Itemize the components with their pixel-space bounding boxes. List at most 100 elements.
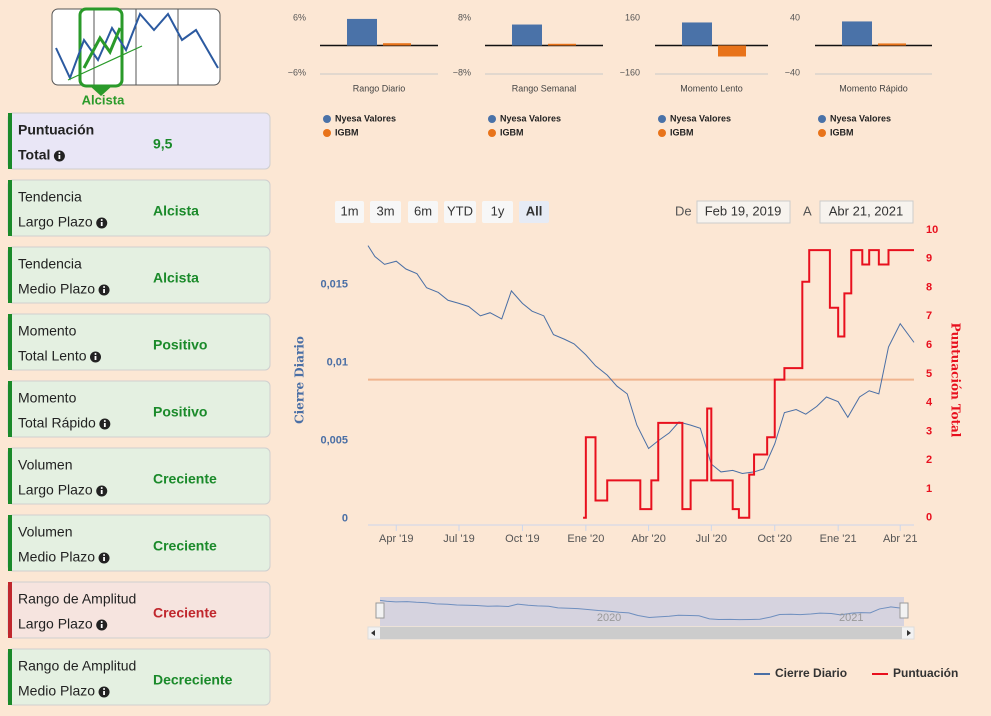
info-icon-stem — [100, 222, 103, 226]
card-value: Alcista — [153, 203, 199, 219]
y-tick-label: 8% — [458, 12, 471, 22]
y2-tick-label: 1 — [926, 483, 932, 495]
y-tick-label: 0,015 — [320, 279, 348, 291]
card-value: Decreciente — [153, 672, 233, 688]
x-tick-label: Oct '20 — [757, 533, 792, 545]
card-value: 9,5 — [153, 136, 173, 152]
range-button[interactable] — [519, 201, 549, 223]
y-tick-label: 0,01 — [327, 357, 348, 369]
date-from: Feb 19, 2019 — [705, 203, 782, 218]
card-label: Tendencia — [18, 189, 82, 205]
date-input[interactable] — [696, 200, 791, 224]
card-label: Tendencia — [18, 256, 82, 272]
card-label: Momento — [18, 323, 77, 339]
card-accent — [8, 649, 12, 705]
card-label: Rango de Amplitud — [18, 591, 136, 607]
range-button-label: 3m — [376, 203, 394, 218]
navigator-mask — [380, 597, 904, 626]
card-accent — [8, 180, 12, 236]
bar — [878, 43, 906, 46]
range-button[interactable] — [408, 201, 438, 223]
navigator-handle[interactable] — [899, 602, 909, 619]
navigator-handle[interactable] — [375, 602, 385, 619]
chart-title: Momento Lento — [680, 83, 743, 93]
series-line — [367, 245, 915, 475]
y-tick-label: 6% — [293, 12, 306, 22]
y2-tick-label: 9 — [926, 253, 932, 265]
info-icon-dot — [103, 286, 106, 288]
card-accent — [8, 381, 12, 437]
y2-tick-label: 7 — [926, 310, 932, 322]
legend-label: Nyesa Valores — [335, 113, 396, 123]
card-value: Positivo — [153, 404, 207, 420]
legend-marker — [658, 129, 666, 137]
info-icon-stem — [103, 423, 106, 427]
legend-label: IGBM — [335, 127, 359, 137]
y2-axis-title: Puntuación Total — [949, 323, 963, 438]
x-tick-label: Jul '19 — [443, 533, 474, 545]
card-accent — [8, 247, 12, 303]
card-label: Largo Plazo — [18, 616, 93, 632]
card-accent — [8, 582, 12, 638]
bar — [383, 43, 411, 46]
bar — [682, 22, 712, 46]
y-tick-label: 40 — [790, 12, 800, 22]
legend-label: IGBM — [670, 127, 694, 137]
y2-tick-label: 5 — [926, 368, 932, 380]
bar — [512, 24, 542, 46]
y2-tick-label: 10 — [926, 224, 938, 236]
legend-marker — [818, 129, 826, 137]
y-axis-title: Cierre Diario — [293, 336, 307, 424]
range-button-label: YTD — [447, 203, 473, 218]
card-accent — [8, 314, 12, 370]
x-tick-label: Ene '21 — [820, 533, 857, 545]
y2-tick-label: 0 — [926, 512, 932, 524]
info-icon-dot — [103, 688, 106, 690]
range-button[interactable] — [370, 201, 401, 223]
info-icon-stem — [103, 691, 105, 695]
card-label: Volumen — [18, 524, 72, 540]
y2-tick-label: 4 — [926, 397, 933, 409]
range-button[interactable] — [335, 201, 364, 223]
navigator-label: 2021 — [839, 612, 863, 624]
card-accent — [8, 448, 12, 504]
info-icon-dot — [100, 487, 103, 489]
range-button[interactable] — [482, 201, 513, 223]
x-tick-label: Oct '19 — [505, 533, 540, 545]
navigator-line — [379, 599, 905, 621]
date-from-label: De — [675, 203, 692, 218]
scrollbar-arrow[interactable] — [907, 630, 911, 636]
logo-trend — [82, 27, 122, 69]
legend-marker — [323, 115, 331, 123]
bar — [548, 43, 576, 46]
info-icon-dot — [103, 420, 106, 422]
scrollbar-arrow[interactable] — [371, 630, 375, 636]
card-label: Medio Plazo — [18, 281, 95, 297]
y2-tick-label: 8 — [926, 281, 932, 293]
info-icon-stem — [100, 624, 103, 628]
info-icon-dot — [58, 152, 61, 154]
scrollbar-thumb[interactable] — [380, 627, 902, 639]
legend-label: Puntuación — [893, 666, 958, 680]
range-button[interactable] — [444, 201, 476, 223]
info-icon-stem — [103, 289, 105, 293]
legend-label: Nyesa Valores — [670, 113, 731, 123]
card-value: Creciente — [153, 605, 217, 621]
card-label: Rango de Amplitud — [18, 658, 136, 674]
card-value: Alcista — [153, 270, 199, 286]
x-tick-label: Abr '20 — [631, 533, 666, 545]
legend-marker — [658, 115, 666, 123]
date-to-label: A — [803, 203, 812, 218]
info-icon-stem — [58, 155, 61, 159]
date-input[interactable] — [819, 200, 914, 224]
info-icon-dot — [94, 353, 97, 355]
legend-label: Nyesa Valores — [830, 113, 891, 123]
card-label: Largo Plazo — [18, 214, 93, 230]
bar — [842, 21, 872, 46]
card-value: Positivo — [153, 337, 207, 353]
y2-tick-label: 3 — [926, 425, 932, 437]
card-label: Total Rápido — [18, 415, 96, 431]
info-icon-dot — [100, 219, 103, 221]
legend-label: IGBM — [830, 127, 854, 137]
card-value: Creciente — [153, 471, 217, 487]
